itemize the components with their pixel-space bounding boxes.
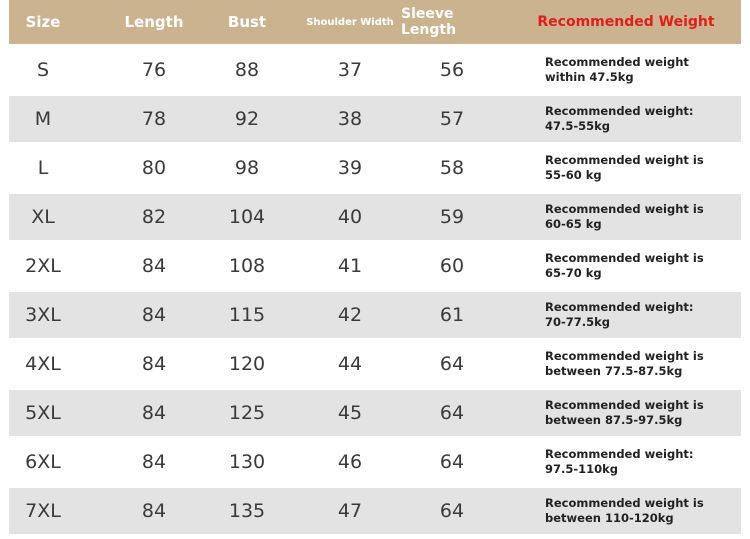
weight-text: Recommended weight within 47.5kg (545, 55, 689, 84)
table-row: S 76 88 37 56 Recommended weight within 47.5k… (9, 44, 741, 96)
table-cell: 46 (337, 451, 363, 473)
table-row: 5XL 84 125 45 64 Recommended weight is betwee… (9, 390, 741, 436)
table-cell: 82 (141, 206, 167, 228)
table-cell: M (34, 108, 52, 130)
table-cell: 98 (234, 157, 260, 179)
table-cell: 61 (439, 304, 465, 326)
table-cell: 120 (228, 353, 266, 375)
table-cell: 135 (228, 500, 266, 522)
table-cell: XL (31, 206, 55, 228)
table-cell: 115 (228, 304, 266, 326)
table-cell: 130 (228, 451, 266, 473)
table-cell: 56 (439, 59, 465, 81)
table-cell: 41 (337, 255, 363, 277)
table-cell: 84 (141, 255, 167, 277)
header-cell: Sleeve Length (401, 6, 457, 38)
table-cell: 92 (234, 108, 260, 130)
table-cell: 64 (439, 353, 465, 375)
table-cell: 40 (337, 206, 363, 228)
weight-text: Recommended weight is 65-70 kg (545, 251, 704, 280)
table-cell: 104 (228, 206, 266, 228)
table-cell: 88 (234, 59, 260, 81)
table-cell: 125 (228, 402, 266, 424)
table-cell: 45 (337, 402, 363, 424)
table-cell: 39 (337, 157, 363, 179)
table-row: 4XL 84 120 44 64 Recommended weight is betwee… (9, 338, 741, 390)
weight-cell: Recommended weight is 55-60 kg (545, 142, 741, 194)
weight-text: Recommended weight: 47.5-55kg (545, 104, 694, 133)
header-cell: Size (25, 13, 61, 31)
weight-text: Recommended weight is 60-65 kg (545, 202, 704, 231)
weight-cell: Recommended weight is 60-65 kg (545, 194, 741, 240)
weight-text: Recommended weight: 70-77.5kg (545, 300, 694, 329)
table-cell: 44 (337, 353, 363, 375)
table-cell: 58 (439, 157, 465, 179)
table-cell: 84 (141, 500, 167, 522)
table-cell: 64 (439, 451, 465, 473)
weight-text: Recommended weight is between 87.5-97.5k… (545, 398, 704, 427)
table-cell: 84 (141, 304, 167, 326)
table-cell: S (36, 59, 50, 81)
table-cell: 80 (141, 157, 167, 179)
weight-cell: Recommended weight is between 110-120kg (545, 488, 741, 534)
table-cell: 38 (337, 108, 363, 130)
table-cell: 64 (439, 402, 465, 424)
table-cell: 37 (337, 59, 363, 81)
table-cell: 64 (439, 500, 465, 522)
table-cell: 59 (439, 206, 465, 228)
table-cell: 84 (141, 353, 167, 375)
table-cell: 76 (141, 59, 167, 81)
table-cell: 47 (337, 500, 363, 522)
weight-cell: Recommended weight: 70-77.5kg (545, 292, 741, 338)
table-row: 2XL 84 108 41 60 Recommended weight is 65-70 … (9, 240, 741, 292)
header-cell: Length (124, 13, 184, 31)
table-cell: 6XL (25, 451, 61, 473)
table-cell: 7XL (25, 500, 61, 522)
table-cell: 78 (141, 108, 167, 130)
table-cell: 108 (228, 255, 266, 277)
table-row: 3XL 84 115 42 61 Recommended weight: 70-77.5k… (9, 292, 741, 338)
table-cell: 60 (439, 255, 465, 277)
table-cell: 57 (439, 108, 465, 130)
weight-cell: Recommended weight is between 87.5-97.5k… (545, 390, 741, 436)
table-row: M 78 92 38 57 Recommended weight: 47.5-55kg (9, 96, 741, 142)
header-cell: Shoulder Width (306, 16, 394, 28)
header-cell: Bust (227, 13, 267, 31)
weight-text: Recommended weight is 55-60 kg (545, 153, 704, 182)
weight-cell: Recommended weight: 47.5-55kg (545, 96, 741, 142)
table-cell: 84 (141, 402, 167, 424)
header-row: Size Length Bust Shoulder Width Sleeve Lengt… (9, 0, 741, 44)
table-row: XL 82 104 40 59 Recommended weight is 60-65 k… (9, 194, 741, 240)
table-cell: 5XL (25, 402, 61, 424)
table-cell: 84 (141, 451, 167, 473)
weight-text: Recommended weight: 97.5-110kg (545, 447, 694, 476)
table-cell: 2XL (25, 255, 61, 277)
weight-cell: Recommended weight is 65-70 kg (545, 240, 741, 292)
table-cell: 4XL (25, 353, 61, 375)
table-row: 6XL 84 130 46 64 Recommended weight: 97.5-110… (9, 436, 741, 488)
table-cell: L (37, 157, 49, 179)
weight-cell: Recommended weight: 97.5-110kg (545, 436, 741, 488)
table-cell: 3XL (25, 304, 61, 326)
weight-text: Recommended weight is between 77.5-87.5k… (545, 349, 704, 378)
table-row: 7XL 84 135 47 64 Recommended weight is betwee… (9, 488, 741, 534)
size-table: Size Length Bust Shoulder Width Sleeve Lengt… (9, 0, 741, 534)
table-cell: 42 (337, 304, 363, 326)
weight-cell: Recommended weight is between 77.5-87.5k… (545, 338, 741, 390)
weight-text: Recommended weight is between 110-120kg (545, 496, 704, 525)
header-cell: Recommended Weight (537, 14, 715, 30)
table-row: L 80 98 39 58 Recommended weight is 55-60 kg (9, 142, 741, 194)
weight-cell: Recommended weight within 47.5kg (545, 44, 741, 96)
